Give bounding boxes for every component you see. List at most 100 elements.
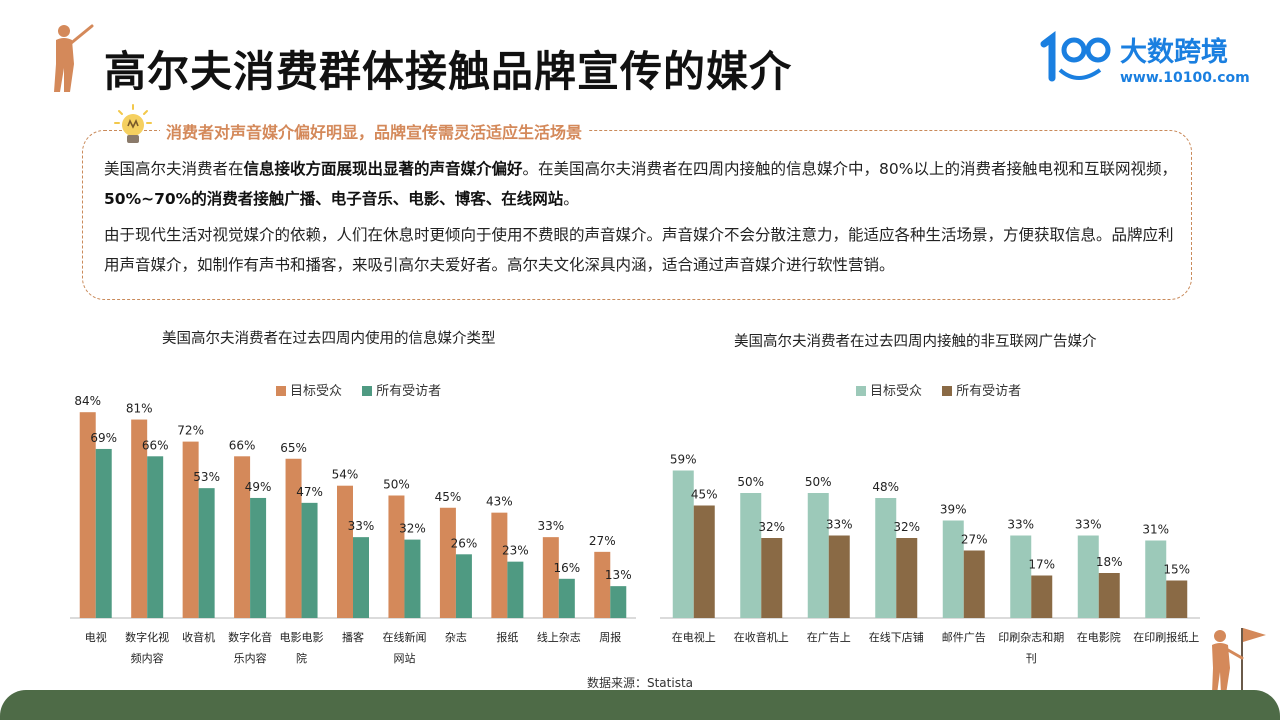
chart1-label-s0-4: 65% xyxy=(280,441,307,455)
chart2-label-s1-3: 32% xyxy=(893,520,920,534)
chart1-bar-s1-6 xyxy=(404,539,421,618)
chart2-tick-4-0: 邮件广告 xyxy=(942,631,986,644)
insight-paragraph-2: 由于现代生活对视觉媒介的依赖，人们在休息时更倾向于使用不费眼的声音媒介。声音媒介… xyxy=(104,226,1174,274)
chart1-tick-1-1: 频内容 xyxy=(131,651,164,665)
chart1-tick-6-0: 在线新闻 xyxy=(382,630,426,644)
chart1-label-s1-2: 53% xyxy=(193,470,220,484)
chart2-tick-3-0: 在线下店铺 xyxy=(869,630,924,644)
brand-name: 大数跨境 xyxy=(1120,37,1228,68)
chart1-bar-s1-5 xyxy=(353,537,369,618)
chart2-bar-s1-0 xyxy=(693,505,715,618)
chart1-label-s1-7: 26% xyxy=(451,536,478,550)
chart2-label-s0-3: 48% xyxy=(872,480,899,494)
chart2-label-s0-5: 33% xyxy=(1007,518,1034,532)
chart2-legend-item-0: 目标受众 xyxy=(856,384,922,399)
chart1-bar-s1-0 xyxy=(95,448,112,618)
chart2-label-s1-2: 33% xyxy=(826,518,853,532)
chart1-tick-2-0: 收音机 xyxy=(182,630,215,644)
chart1-bar-s0-5 xyxy=(337,485,353,618)
chart1-bar-s1-2 xyxy=(198,488,215,618)
chart2-label-s0-2: 50% xyxy=(805,475,832,489)
chart2-bar-s0-1 xyxy=(740,493,762,618)
chart2-bar-s0-0 xyxy=(672,470,694,618)
chart1-label-s0-6: 50% xyxy=(383,478,410,492)
chart1-label-s0-3: 66% xyxy=(229,438,256,452)
chart1-bar-s1-10 xyxy=(610,586,627,618)
chart1-bar-s1-1 xyxy=(147,456,164,618)
insight-paragraph-1: 美国高尔夫消费者在信息接收方面展现出显著的声音媒介偏好。在美国高尔夫消费者在四周… xyxy=(104,160,1177,208)
chart1-legend-item-1: 所有受访者 xyxy=(362,384,441,399)
chart2-label-s1-0: 45% xyxy=(691,488,718,502)
chart1-bar-s0-1 xyxy=(131,419,148,618)
chart1-tick-4-1: 院 xyxy=(296,651,307,665)
chart1-tick-6-1: 网站 xyxy=(393,651,415,665)
chart1-label-s1-10: 13% xyxy=(605,568,632,582)
chart1-bar-s0-3 xyxy=(234,456,251,618)
chart1-tick-5-0: 播客 xyxy=(342,630,364,644)
chart2: 59% 45% 在电视上 50% 32% 在收音机上 50% 33% 在广告上 48% 32% 在线下… xyxy=(660,453,1200,665)
chart2-label-s1-1: 32% xyxy=(758,520,785,534)
chart2-bar-s0-2 xyxy=(807,493,829,618)
chart1-bar-s1-9 xyxy=(558,578,575,618)
chart2-bar-s0-6 xyxy=(1077,535,1099,618)
chart1-label-s1-4: 47% xyxy=(296,485,323,499)
chart1-tick-3-0: 数字化音 xyxy=(228,630,272,644)
chart1-tick-10-0: 周报 xyxy=(599,630,621,644)
chart1-bar-s0-2 xyxy=(182,441,199,618)
chart2-title: 美国高尔夫消费者在过去四周内接触的非互联网广告媒介 xyxy=(734,334,1097,350)
chart2-tick-2-0: 在广告上 xyxy=(807,631,851,644)
logo-mark-icon xyxy=(1040,31,1111,82)
chart1-label-s0-0: 84% xyxy=(74,394,101,408)
chart1-label-s0-9: 33% xyxy=(537,519,564,533)
chart2-bar-s1-2 xyxy=(828,535,850,618)
chart1-tick-7-0: 杂志 xyxy=(445,631,467,644)
chart2-tick-0-0: 在电视上 xyxy=(672,630,716,644)
page-title: 高尔夫消费群体接触品牌宣传的媒介 xyxy=(104,47,793,96)
chart1-legend: 目标受众 所有受访者 xyxy=(276,380,457,399)
chart1-bar-s1-4 xyxy=(301,502,318,618)
chart1-tick-9-0: 线上杂志 xyxy=(537,630,581,644)
chart1-tick-1-0: 数字化视 xyxy=(125,630,169,644)
insight-subtitle: 消费者对声音媒介偏好明显，品牌宣传需灵活适应生活场景 xyxy=(160,119,589,143)
chart2-tick-5-1: 刊 xyxy=(1026,652,1037,665)
chart1-label-s1-0: 69% xyxy=(90,431,117,445)
chart1-bar-s1-8 xyxy=(507,561,524,618)
chart2-bar-s0-5 xyxy=(1010,535,1032,618)
chart2-label-s1-7: 15% xyxy=(1163,563,1190,577)
chart1-label-s1-9: 16% xyxy=(553,561,580,575)
chart1-label-s0-8: 43% xyxy=(486,495,513,509)
chart1-label-s1-5: 33% xyxy=(348,519,375,533)
chart2-tick-5-0: 印刷杂志和期 xyxy=(998,631,1064,644)
insight-box xyxy=(82,130,1192,300)
chart2-bar-s1-1 xyxy=(761,538,783,618)
chart1-bar-s0-9 xyxy=(542,537,559,618)
chart1-label-s1-1: 66% xyxy=(142,438,169,452)
chart1-label-s0-2: 72% xyxy=(177,424,204,438)
chart1-legend-item-0: 目标受众 xyxy=(276,384,342,399)
chart1-label-s1-3: 49% xyxy=(245,480,272,494)
chart2-label-s0-1: 50% xyxy=(737,475,764,489)
chart1-bar-s0-10 xyxy=(594,551,611,618)
source-note: 数据来源：Statista xyxy=(586,676,694,690)
chart2-label-s0-7: 31% xyxy=(1142,523,1169,537)
chart2-bar-s0-7 xyxy=(1145,540,1167,618)
chart2-label-s0-6: 33% xyxy=(1075,518,1102,532)
lightbulb-icon xyxy=(114,104,152,143)
footer-bar xyxy=(0,690,1280,720)
chart1-label-s1-8: 23% xyxy=(502,544,529,558)
chart1-bar-s0-8 xyxy=(491,512,508,618)
chart2-label-s0-0: 59% xyxy=(670,453,697,467)
chart2-tick-7-0: 在印刷报纸上 xyxy=(1133,630,1199,644)
chart2-tick-6-0: 在电影院 xyxy=(1077,630,1121,644)
chart2-bar-s0-3 xyxy=(875,498,897,618)
brand-url: www.10100.com xyxy=(1120,70,1250,86)
chart1-tick-3-1: 乐内容 xyxy=(234,651,267,665)
chart1-title: 美国高尔夫消费者在过去四周内使用的信息媒介类型 xyxy=(162,331,496,347)
chart2-legend-item-1: 所有受访者 xyxy=(942,384,1021,399)
chart1-bar-s0-7 xyxy=(439,507,456,618)
chart1-bar-s0-4 xyxy=(285,458,302,618)
chart1-label-s1-6: 32% xyxy=(399,522,426,536)
chart2-label-s0-4: 39% xyxy=(940,503,967,517)
chart1-bar-s0-0 xyxy=(79,412,96,618)
